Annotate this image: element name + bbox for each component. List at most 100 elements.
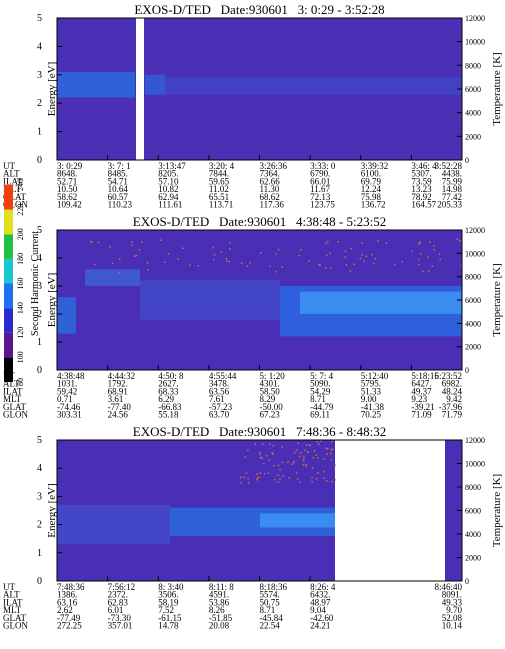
row-value: 7844. xyxy=(209,169,229,179)
spectrogram-speck xyxy=(272,453,274,455)
spectrogram-speck xyxy=(262,443,264,445)
spectrogram-speck xyxy=(361,242,363,245)
row-value: 8485. xyxy=(108,169,128,179)
spectrogram-speck xyxy=(97,241,100,244)
y-tick-label: 5 xyxy=(37,225,42,236)
row-label: GLON xyxy=(3,200,28,210)
row-value: 6.01 xyxy=(108,605,124,615)
row-value: 272.25 xyxy=(57,621,82,631)
row-value: 205.33 xyxy=(437,200,462,210)
spectrogram-speck xyxy=(269,443,271,445)
y-tick-label: 1 xyxy=(37,127,42,138)
row-value: 63.56 xyxy=(209,386,230,396)
spectrogram-speck xyxy=(229,241,231,244)
row-value: 62.66 xyxy=(260,176,281,186)
row-value: -45.84 xyxy=(260,613,284,623)
row-value: 5090. xyxy=(310,379,330,389)
spectrogram-speck xyxy=(365,255,368,258)
spectrogram-speck xyxy=(334,479,336,481)
y-tick-label: 5 xyxy=(37,435,42,446)
row-value: 3:52:28 xyxy=(434,161,462,171)
row-label: MLT xyxy=(3,394,22,404)
row-value: 68.33 xyxy=(158,386,179,396)
row-value: 2372. xyxy=(108,590,128,600)
row-value: 9.04 xyxy=(310,605,326,615)
row-value: 70.25 xyxy=(361,410,382,420)
row-label: ILAT xyxy=(3,597,23,607)
spectrogram-speck xyxy=(277,474,280,476)
spectrogram-speck xyxy=(298,254,301,257)
spectrogram-speck xyxy=(419,241,421,243)
spectrogram-speck xyxy=(277,481,280,483)
spectrogram-speck xyxy=(325,447,327,450)
spectrogram-speck xyxy=(281,461,284,464)
row-value: 8:26: 4 xyxy=(310,582,336,592)
spectrogram-speck xyxy=(134,255,136,258)
row-value: 62.94 xyxy=(158,192,179,202)
spectrogram-speck xyxy=(275,270,277,273)
row-value: 6982. xyxy=(442,379,462,389)
row-label: ALT xyxy=(3,169,20,179)
spectrogram-speck xyxy=(263,472,266,475)
y-axis-label: Energy [eV] xyxy=(46,483,58,537)
spectrogram-speck xyxy=(141,241,143,243)
row-value: 10.64 xyxy=(108,184,129,194)
spectrogram-shade xyxy=(85,269,140,286)
spectrogram-speck xyxy=(293,460,295,463)
y2-tick-label: 8000 xyxy=(465,483,481,492)
spectrogram-speck xyxy=(303,455,305,458)
row-value: 24.21 xyxy=(310,621,330,631)
row-value: 55.18 xyxy=(158,410,179,420)
row-label: GLAT xyxy=(3,192,26,202)
spectrogram-speck xyxy=(370,253,373,256)
spectrogram-speck xyxy=(315,477,318,480)
row-label: ILAT xyxy=(3,386,23,396)
spectrogram-speck xyxy=(326,453,328,455)
spectrogram-shade xyxy=(260,513,335,528)
y2-tick-label: 4000 xyxy=(465,109,481,118)
spectrogram-speck xyxy=(374,257,377,260)
spectrogram-speck xyxy=(118,271,120,274)
colorbar-tick-label: 220 xyxy=(16,204,25,216)
colorbar-tick-label: 120 xyxy=(16,327,25,339)
spectrogram-speck xyxy=(323,477,325,479)
spectrogram-speck xyxy=(247,449,249,452)
row-value: 63.70 xyxy=(209,410,230,420)
row-value: 8:11: 8 xyxy=(209,582,234,592)
row-value: 111.61 xyxy=(158,200,182,210)
spectrogram-speck xyxy=(259,472,262,474)
row-value: -39.21 xyxy=(411,402,434,412)
spectrogram-speck xyxy=(131,244,133,246)
y-tick-label: 0 xyxy=(37,365,42,376)
spectrogram-speck xyxy=(330,267,332,269)
colorbar-segment xyxy=(4,308,13,333)
row-value: 71.09 xyxy=(411,410,432,420)
spectrogram-speck xyxy=(418,258,420,261)
row-value: -44.79 xyxy=(310,402,334,412)
spectrogram-speck xyxy=(359,257,362,260)
panel-title: EXOS-D/TED Date:930601 7:48:36 - 8:48:32 xyxy=(133,424,386,439)
spectrogram-speck xyxy=(292,461,295,464)
row-value: -61.15 xyxy=(158,613,182,623)
row-value: 3: 7: 1 xyxy=(108,161,131,171)
spectrogram-speck xyxy=(318,264,320,266)
colorbar-tick-label: 160 xyxy=(16,278,25,290)
row-label: ILAT xyxy=(3,176,23,186)
row-value: -50.00 xyxy=(260,402,284,412)
row-value: -41.38 xyxy=(361,402,385,412)
spectrogram-speck xyxy=(305,444,308,446)
colorbar-segment xyxy=(4,258,13,284)
spectrogram-speck xyxy=(297,442,299,444)
row-value: 9.00 xyxy=(361,394,377,404)
spectrogram-speck xyxy=(197,264,200,267)
row-value: 8205. xyxy=(158,169,178,179)
spectrogram-shade xyxy=(145,74,165,95)
row-value: 66.01 xyxy=(310,176,330,186)
row-value: 62.83 xyxy=(108,597,129,607)
row-value: 54.29 xyxy=(310,386,331,396)
row-value: 5: 7: 4 xyxy=(310,371,334,381)
spectrogram-speck xyxy=(281,446,283,448)
row-value: 8.29 xyxy=(260,394,276,404)
row-value: 136.72 xyxy=(361,200,386,210)
spectrogram-speck xyxy=(309,444,311,447)
